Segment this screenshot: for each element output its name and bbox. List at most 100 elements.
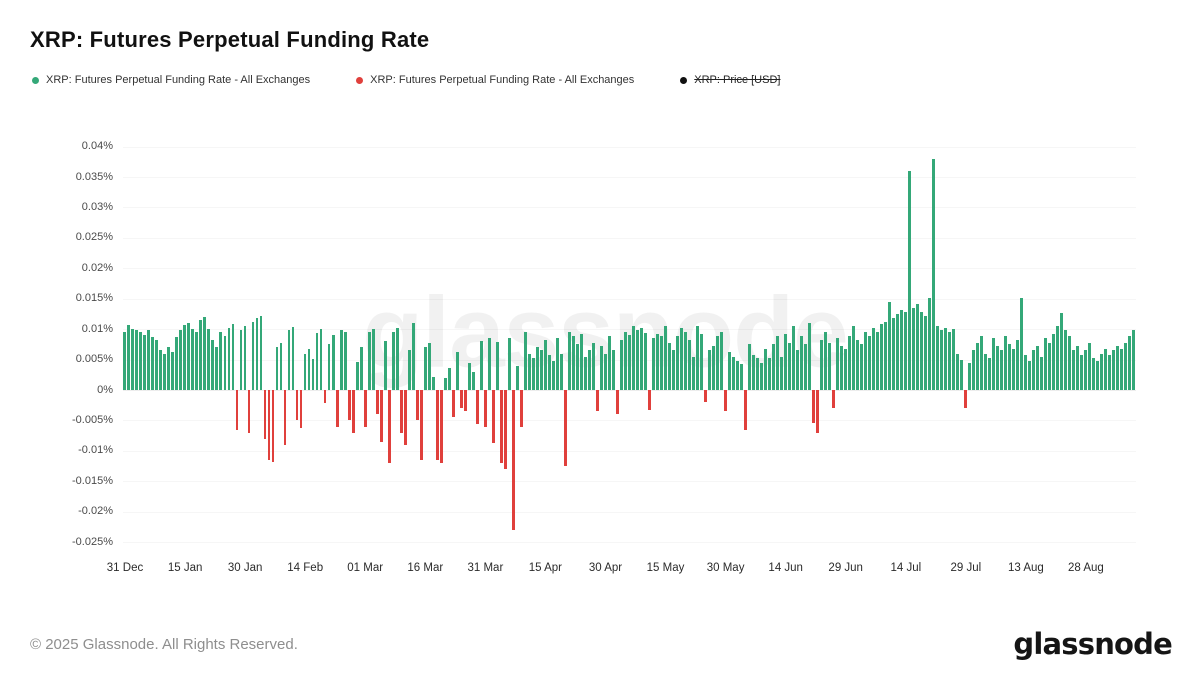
funding-bar <box>183 324 187 390</box>
funding-bar <box>307 348 311 390</box>
funding-bar <box>675 336 679 390</box>
funding-bar <box>403 390 407 445</box>
funding-bar <box>607 336 611 390</box>
funding-bar <box>171 351 175 390</box>
funding-bar <box>948 332 952 390</box>
funding-bar <box>1104 348 1108 390</box>
funding-bar <box>980 336 984 390</box>
funding-bar <box>423 347 427 390</box>
funding-bar <box>427 342 431 390</box>
funding-bar <box>319 328 323 390</box>
funding-bar <box>455 352 459 390</box>
funding-bar <box>824 332 827 390</box>
funding-bar <box>159 349 163 390</box>
funding-bar <box>503 390 507 470</box>
glassnode-logo: glassnode <box>1013 627 1172 661</box>
gridline <box>123 390 1136 391</box>
funding-bar <box>912 307 916 390</box>
funding-bar <box>179 330 183 390</box>
funding-bar <box>892 318 896 390</box>
funding-bar <box>251 321 255 390</box>
funding-bar <box>575 344 579 390</box>
y-axis-tick-label: 0.005% <box>75 353 113 366</box>
funding-bar <box>191 328 195 390</box>
funding-bar <box>523 332 527 390</box>
y-axis-tick-label: -0.025% <box>72 535 113 548</box>
funding-bar <box>127 324 131 390</box>
green-dot-icon <box>32 76 39 84</box>
funding-bar <box>1116 346 1120 390</box>
x-axis-tick-label: 28 Aug <box>1067 562 1104 574</box>
funding-bar <box>131 328 135 390</box>
funding-bar <box>627 335 631 390</box>
x-axis-tick-label: 13 Aug <box>1007 562 1044 574</box>
funding-bar <box>940 330 944 390</box>
funding-bar <box>299 390 303 428</box>
x-axis-tick-label: 14 Feb <box>287 562 324 574</box>
x-axis-tick-label: 15 May <box>646 562 685 574</box>
funding-bar <box>355 362 359 390</box>
funding-bar <box>1108 354 1112 390</box>
funding-bar <box>587 350 591 390</box>
funding-bar <box>163 353 167 390</box>
funding-bar <box>611 350 615 390</box>
funding-bar <box>1036 346 1040 390</box>
funding-bar <box>391 332 395 390</box>
funding-bar <box>359 347 363 390</box>
funding-bar <box>235 390 239 431</box>
funding-bar <box>1056 326 1060 390</box>
legend-item-price-disabled[interactable]: XRP: Price [USD] <box>680 74 780 86</box>
funding-bar <box>451 390 455 417</box>
funding-bar <box>519 390 523 427</box>
funding-bar <box>327 344 331 390</box>
funding-bar <box>511 390 515 530</box>
funding-bar <box>223 336 227 390</box>
x-axis-tick-label: 29 Jun <box>828 562 863 574</box>
funding-bar <box>719 332 723 390</box>
funding-bar <box>411 323 415 390</box>
funding-bar <box>447 368 451 390</box>
x-axis-tick-label: 14 Jul <box>890 562 922 574</box>
y-axis-tick-label: -0.015% <box>72 474 113 487</box>
funding-bar <box>475 390 479 424</box>
funding-bar <box>816 390 819 434</box>
funding-bar <box>363 390 367 427</box>
x-axis-tick-label: 15 Jan <box>167 562 203 574</box>
funding-bar <box>199 320 203 390</box>
funding-bar <box>1088 342 1092 390</box>
funding-bar <box>283 390 287 445</box>
black-dot-icon <box>680 76 688 84</box>
funding-bar <box>1016 340 1020 390</box>
funding-bar <box>699 334 703 390</box>
funding-bar <box>703 390 707 403</box>
y-axis-tick-label: -0.005% <box>72 413 113 426</box>
funding-bar <box>836 338 839 390</box>
funding-bar <box>964 390 968 409</box>
funding-bar <box>567 332 571 390</box>
funding-bar <box>295 390 299 421</box>
funding-bar <box>175 337 179 390</box>
funding-bar <box>924 315 928 390</box>
funding-bar <box>920 312 924 390</box>
x-axis-tick-label: 01 Mar <box>347 562 384 574</box>
funding-bar <box>683 332 687 390</box>
funding-bar <box>539 350 543 390</box>
funding-bar <box>956 353 960 390</box>
y-axis-tick-label: 0.03% <box>81 200 113 213</box>
legend-item-funding-positive[interactable]: XRP: Futures Perpetual Funding Rate - Al… <box>32 74 310 86</box>
funding-bar <box>1028 360 1032 390</box>
legend-item-funding-negative[interactable]: XRP: Futures Perpetual Funding Rate - Al… <box>356 74 634 86</box>
funding-bar <box>1100 353 1104 390</box>
funding-bar <box>1132 330 1136 390</box>
funding-bar <box>383 341 387 390</box>
funding-bar <box>1092 358 1096 390</box>
funding-bar <box>1064 330 1068 390</box>
funding-bar <box>1060 313 1064 390</box>
funding-bar <box>1076 346 1080 390</box>
funding-bar <box>499 390 503 463</box>
funding-bar <box>515 365 519 390</box>
funding-bar <box>687 340 691 390</box>
legend: XRP: Futures Perpetual Funding Rate - Al… <box>32 74 780 86</box>
